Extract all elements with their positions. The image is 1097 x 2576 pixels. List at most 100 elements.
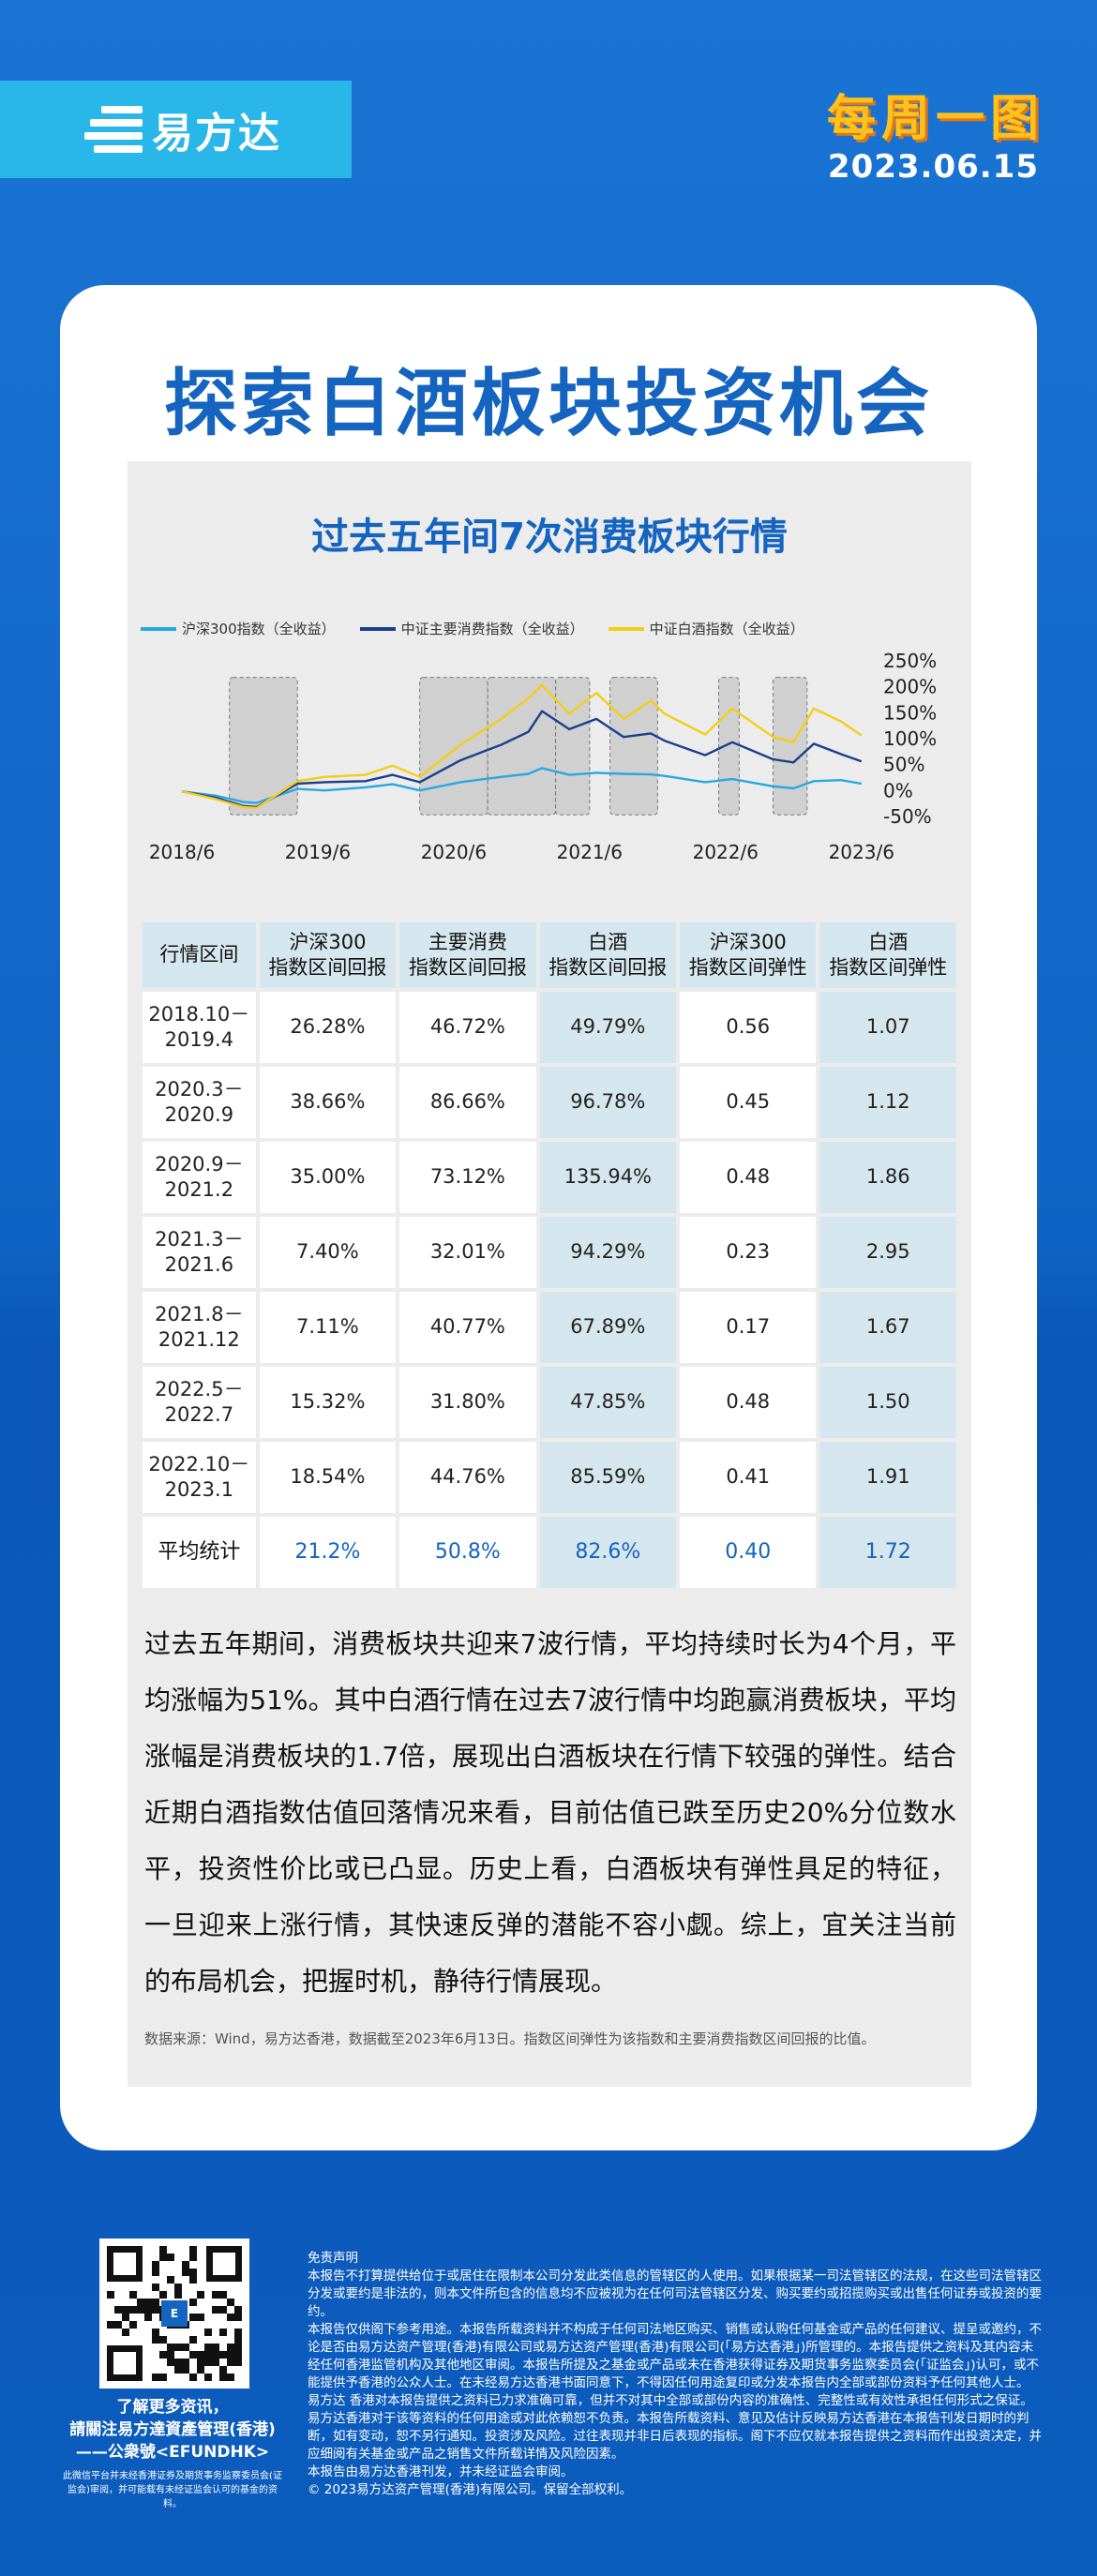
qr-module xyxy=(227,2374,234,2381)
table-row: 2020.3－ 2020.9 38.66% 86.66% 96.78% 0.45 1.12 xyxy=(143,1067,956,1138)
qr-module xyxy=(234,2351,242,2359)
qr-module xyxy=(159,2254,167,2261)
legend-swatch xyxy=(359,626,396,631)
cta-line: 了解更多资讯， xyxy=(116,2398,229,2417)
y-tick-label: 250% xyxy=(883,650,937,672)
data-table: 行情区间 沪深300 指数区间回报 主要消费 指数区间回报 白酒 指数区间回报 沪深300 指数… xyxy=(139,919,960,1592)
column-header: 沪深300 指数区间回报 xyxy=(259,922,397,988)
table-cell: 1.72 xyxy=(819,1517,956,1588)
table-cell: 46.72% xyxy=(399,992,536,1063)
qr-module xyxy=(234,2344,242,2351)
qr-module xyxy=(212,2351,219,2359)
follow-cta: 了解更多资讯， 請關注易方達資產管理(香港) ——公衆號<EFUNDHK> xyxy=(60,2396,285,2464)
legend-swatch xyxy=(608,626,644,631)
qr-module xyxy=(174,2359,182,2366)
chart-title: 过去五年间7次消费板块行情 xyxy=(311,516,788,559)
disclaimer: 免责声明 本报告不打算提供给位于或居住在限制本公司分发此类信息的管辖区的人使用。如… xyxy=(308,2250,1043,2499)
table-cell: 2021.3－ 2021.6 xyxy=(143,1217,256,1288)
qr-module xyxy=(152,2299,159,2306)
qr-code: E xyxy=(99,2239,249,2389)
qr-module xyxy=(212,2291,219,2299)
qr-module xyxy=(227,2359,234,2366)
qr-module xyxy=(204,2344,212,2351)
qr-module xyxy=(234,2314,242,2321)
table-cell: 21.2% xyxy=(259,1517,397,1588)
qr-module xyxy=(152,2329,159,2336)
brand-bar: 易方达 xyxy=(0,81,352,178)
table-cell: 1.07 xyxy=(819,992,956,1063)
table-cell: 49.79% xyxy=(539,992,677,1063)
legend-label: 中证主要消费指数（全收益） xyxy=(400,621,584,637)
disclaimer-paragraph: 易方达 香港对本报告提供之资料已力求准确可靠，但并不对其中全部或部份内容的准确性… xyxy=(308,2393,1042,2462)
analysis-text: 过去五年期间，消费板块共迎来7波行情，平均持续时长为4个月，平均涨幅为51%。其… xyxy=(144,1628,956,1997)
y-tick-label: 100% xyxy=(883,727,937,750)
shaded-period xyxy=(773,677,808,816)
qr-module xyxy=(137,2306,144,2314)
qr-module xyxy=(159,2291,167,2299)
x-tick-label: 2019/6 xyxy=(285,841,351,863)
line-chart: 250% 200% 150% 100% 50% 0% -50% 2018/6 2019/6 202… xyxy=(149,650,937,863)
qr-module xyxy=(182,2269,189,2276)
table-cell: 44.76% xyxy=(399,1442,536,1513)
qr-module xyxy=(197,2314,204,2321)
legend-item: 中证主要消费指数（全收益） xyxy=(359,619,584,638)
y-tick-label: 200% xyxy=(883,676,937,698)
table-row: 2020.9－ 2021.2 35.00% 73.12% 135.94% 0.48 1.86 xyxy=(143,1142,956,1213)
table-cell: 1.12 xyxy=(819,1067,956,1138)
qr-module xyxy=(107,2321,114,2329)
table-cell: 40.77% xyxy=(399,1292,536,1363)
qr-module xyxy=(167,2254,174,2261)
y-tick-label: 0% xyxy=(883,779,913,801)
qr-module xyxy=(197,2359,204,2366)
qr-module xyxy=(189,2314,197,2321)
qr-module xyxy=(182,2366,189,2374)
qr-module xyxy=(212,2359,219,2366)
qr-finder xyxy=(107,2345,143,2381)
qr-module xyxy=(174,2284,182,2291)
disclaimer-paragraph: 本报告由易方达香港刊发，并未经证监会审阅。 xyxy=(308,2464,574,2479)
column-header: 沪深300 指数区间弹性 xyxy=(680,922,817,988)
qr-module xyxy=(227,2344,234,2351)
qr-module xyxy=(152,2374,159,2381)
qr-module xyxy=(152,2269,159,2276)
table-cell: 0.41 xyxy=(680,1442,817,1513)
table-cell: 35.00% xyxy=(259,1142,397,1213)
qr-module xyxy=(189,2336,197,2344)
qr-module xyxy=(189,2254,197,2261)
column-header: 行情区间 xyxy=(143,922,256,988)
table-cell: 38.66% xyxy=(259,1067,397,1138)
qr-module xyxy=(144,2299,152,2306)
qr-module xyxy=(212,2306,219,2314)
qr-module xyxy=(114,2306,122,2314)
table-cell: 2021.8－ 2021.12 xyxy=(143,1292,256,1363)
cta-line: 請關注易方達資產管理(香港) xyxy=(69,2420,276,2439)
shaded-period xyxy=(419,677,488,816)
y-tick-label: 150% xyxy=(883,701,937,724)
column-header: 白酒 指数区间弹性 xyxy=(819,922,956,988)
table-row: 2021.3－ 2021.6 7.40% 32.01% 94.29% 0.23 2.95 xyxy=(143,1217,956,1288)
column-header: 白酒 指数区间回报 xyxy=(539,922,677,988)
disclaimer-paragraph: 免责声明 xyxy=(308,2251,358,2266)
average-row: 平均统计 21.2% 50.8% 82.6% 0.40 1.72 xyxy=(143,1517,956,1588)
table-cell: 1.67 xyxy=(819,1292,956,1363)
table-cell: 2018.10－ 2019.4 xyxy=(143,992,256,1063)
qr-module xyxy=(167,2351,174,2359)
table-cell: 0.45 xyxy=(680,1067,817,1138)
qr-module xyxy=(107,2291,114,2299)
qr-module xyxy=(152,2336,159,2344)
qr-module xyxy=(129,2306,137,2314)
qr-module xyxy=(219,2291,227,2299)
qr-logo-icon: E xyxy=(161,2300,188,2327)
qr-module xyxy=(189,2374,197,2381)
qr-module xyxy=(152,2261,159,2269)
qr-module xyxy=(182,2359,189,2366)
shaded-period xyxy=(487,677,557,816)
table-cell: 50.8% xyxy=(399,1517,536,1588)
x-tick-label: 2021/6 xyxy=(557,841,623,863)
qr-module xyxy=(137,2299,144,2306)
column-header: 主要消费 指数区间回报 xyxy=(399,922,536,988)
qr-module xyxy=(122,2306,129,2314)
legend-item: 中证白酒指数（全收益） xyxy=(608,619,804,638)
table-cell: 0.17 xyxy=(680,1292,817,1363)
table-cell: 2020.3－ 2020.9 xyxy=(143,1067,256,1138)
